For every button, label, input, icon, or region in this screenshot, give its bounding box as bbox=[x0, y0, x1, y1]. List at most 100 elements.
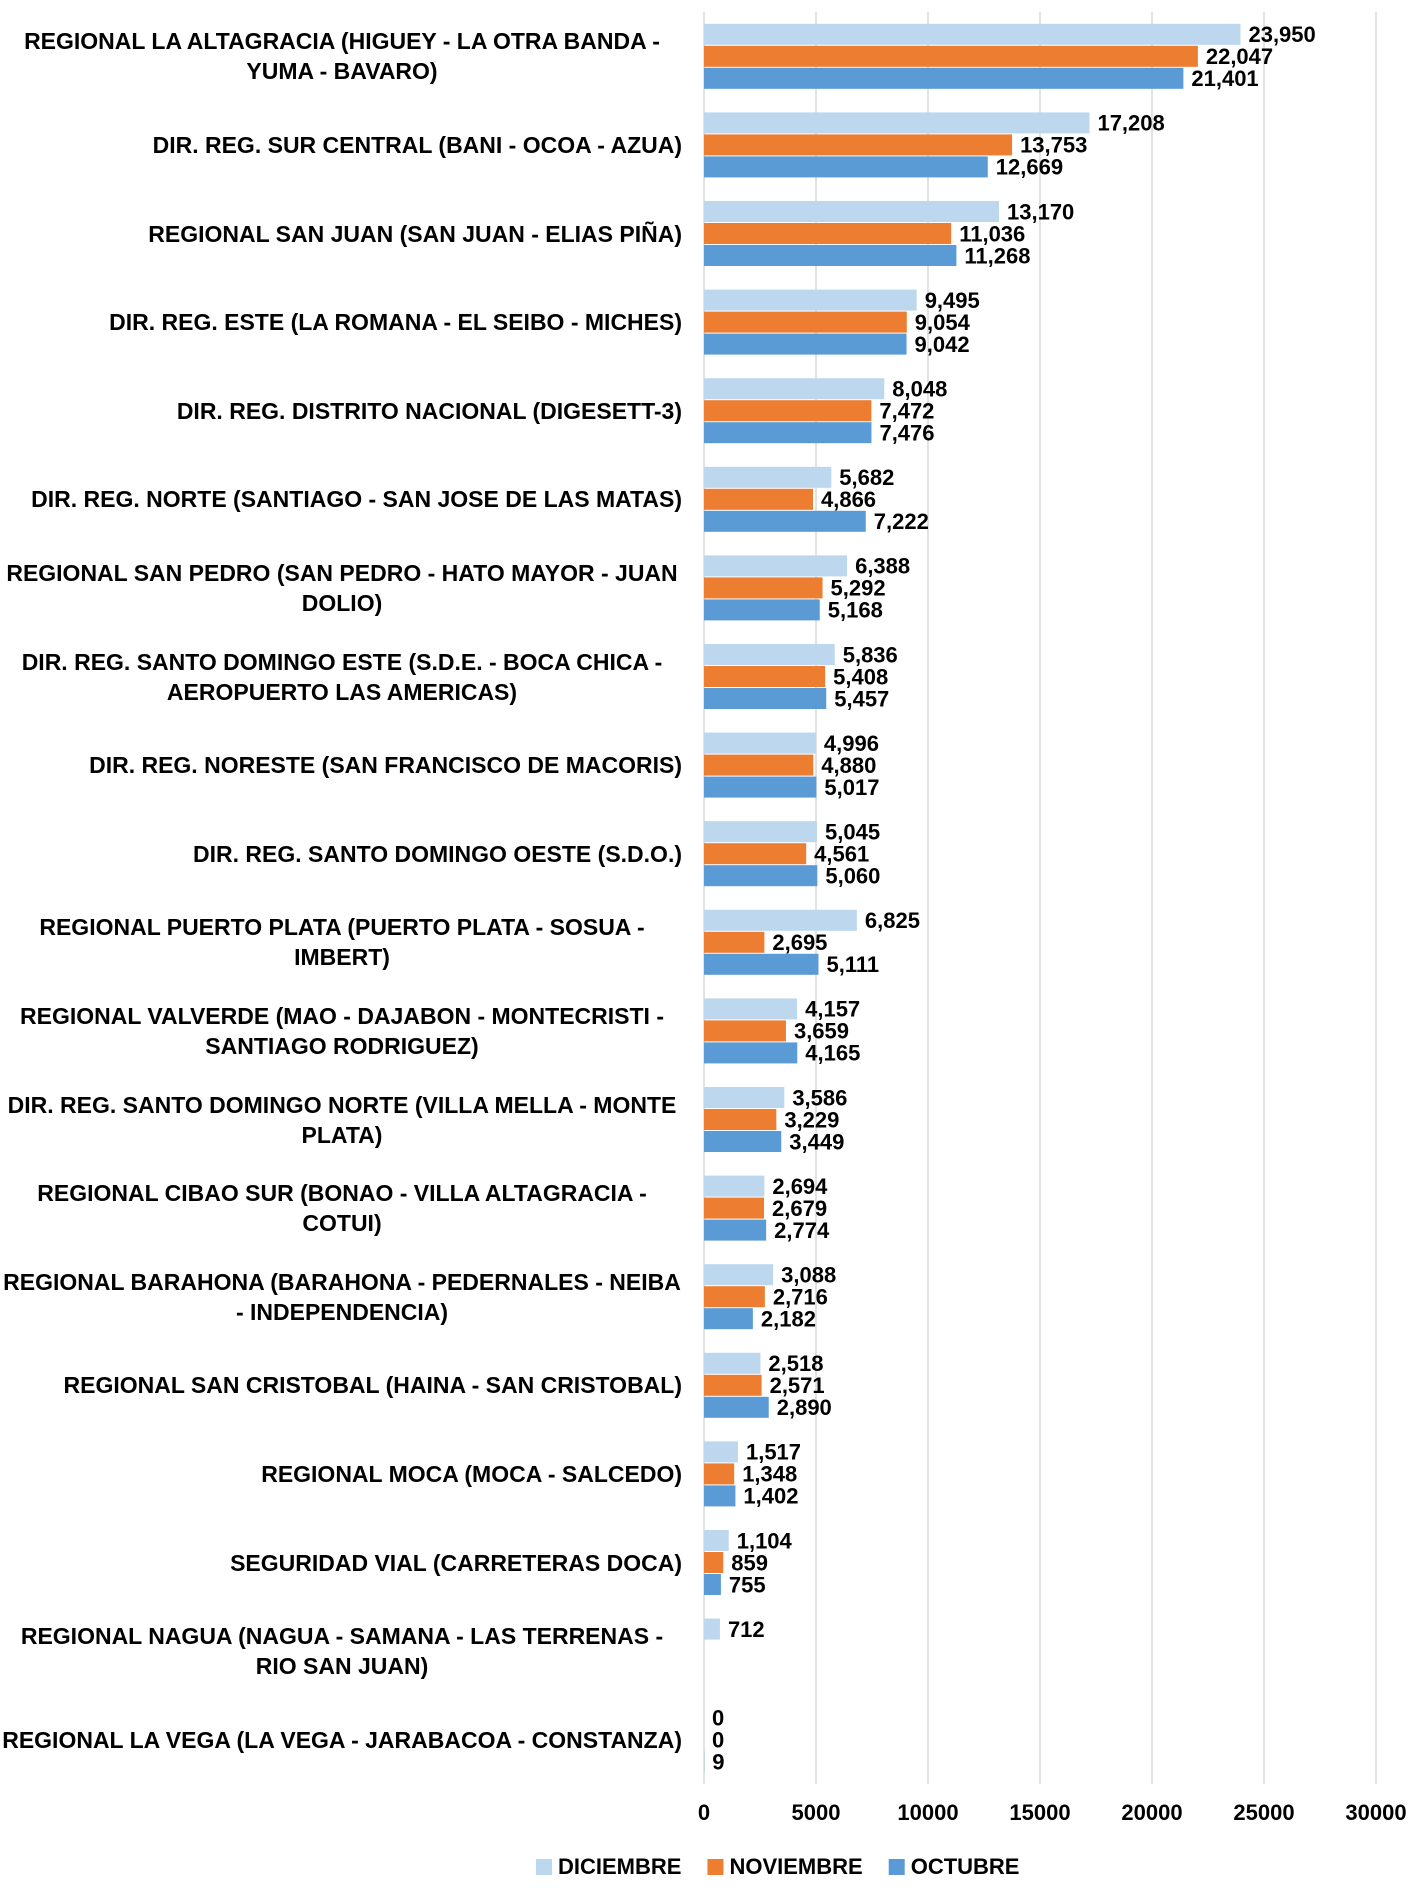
category-label: DIR. REG. SUR CENTRAL (BANI - OCOA - AZU… bbox=[0, 130, 682, 160]
x-tick-label: 10000 bbox=[897, 1800, 958, 1825]
value-label: 5,836 bbox=[843, 642, 898, 667]
bar bbox=[704, 776, 817, 798]
bar bbox=[704, 732, 816, 754]
bar bbox=[704, 865, 818, 887]
value-label: 859 bbox=[731, 1550, 768, 1575]
category-text: DIR. REG. NORTE (SANTIAGO - SAN JOSE DE … bbox=[31, 486, 682, 513]
bar bbox=[704, 45, 1198, 67]
bar bbox=[704, 1374, 762, 1396]
value-label: 2,890 bbox=[777, 1395, 832, 1420]
bar bbox=[704, 201, 1000, 222]
category-label: DIR. REG. SANTO DOMINGO OESTE (S.D.O.) bbox=[0, 839, 682, 869]
bar bbox=[704, 311, 907, 333]
category-text: REGIONAL LA VEGA (LA VEGA - JARABACOA - … bbox=[2, 1726, 682, 1753]
bar bbox=[704, 223, 952, 244]
bar bbox=[704, 843, 807, 865]
value-label: 3,659 bbox=[794, 1019, 849, 1044]
bar bbox=[704, 488, 813, 510]
value-label: 2,182 bbox=[761, 1307, 816, 1332]
bar bbox=[704, 1042, 798, 1064]
value-label: 21,401 bbox=[1191, 66, 1258, 91]
bar bbox=[704, 953, 819, 975]
value-label: 2,518 bbox=[768, 1351, 823, 1376]
value-label: 755 bbox=[729, 1572, 766, 1597]
bar bbox=[704, 1020, 786, 1042]
bar bbox=[704, 378, 885, 400]
bar bbox=[704, 1352, 761, 1374]
bar bbox=[704, 1087, 785, 1108]
bar bbox=[704, 1197, 765, 1219]
value-label: 8,048 bbox=[892, 377, 947, 402]
bar bbox=[704, 466, 832, 488]
value-label: 5,457 bbox=[834, 686, 889, 711]
bar bbox=[704, 134, 1013, 156]
category-label: REGIONAL VALVERDE (MAO - DAJABON - MONTE… bbox=[0, 1001, 682, 1061]
x-tick-label: 20000 bbox=[1121, 1800, 1182, 1825]
bar bbox=[704, 1109, 777, 1130]
value-label: 7,222 bbox=[874, 509, 929, 534]
value-label: 4,157 bbox=[805, 997, 860, 1022]
bar bbox=[704, 1131, 782, 1152]
bar bbox=[704, 1264, 774, 1286]
value-label: 1,104 bbox=[737, 1528, 793, 1553]
category-text: DIR. REG. SUR CENTRAL (BANI - OCOA - AZU… bbox=[152, 131, 682, 158]
bar bbox=[704, 400, 872, 422]
bar bbox=[704, 1463, 735, 1485]
bar bbox=[704, 1219, 767, 1241]
category-text: DIR. REG. SANTO DOMINGO ESTE (S.D.E. - B… bbox=[21, 648, 663, 705]
bar bbox=[704, 931, 765, 953]
legend-swatch bbox=[888, 1859, 905, 1875]
value-label: 17,208 bbox=[1097, 111, 1164, 136]
category-label: REGIONAL CIBAO SUR (BONAO - VILLA ALTAGR… bbox=[0, 1178, 682, 1238]
value-label: 6,825 bbox=[865, 908, 920, 933]
bar bbox=[704, 555, 848, 577]
value-label: 4,561 bbox=[814, 842, 869, 867]
bar bbox=[704, 112, 1090, 134]
value-label: 22,047 bbox=[1206, 44, 1273, 69]
category-text: REGIONAL SAN CRISTOBAL (HAINA - SAN CRIS… bbox=[63, 1372, 682, 1399]
value-label: 2,679 bbox=[772, 1196, 827, 1221]
value-label: 5,111 bbox=[826, 952, 879, 977]
category-label: REGIONAL LA VEGA (LA VEGA - JARABACOA - … bbox=[0, 1725, 682, 1755]
value-label: 4,996 bbox=[824, 731, 879, 756]
category-label: DIR. REG. SANTO DOMINGO NORTE (VILLA MEL… bbox=[0, 1090, 682, 1150]
bar bbox=[704, 289, 917, 311]
value-label: 0 bbox=[712, 1706, 724, 1731]
value-label: 1,517 bbox=[746, 1440, 801, 1465]
value-label: 12,669 bbox=[996, 155, 1063, 180]
x-tick-label: 0 bbox=[698, 1800, 710, 1825]
bar bbox=[704, 1574, 721, 1595]
category-text: DIR. REG. SANTO DOMINGO NORTE (VILLA MEL… bbox=[7, 1091, 677, 1148]
value-label: 5,168 bbox=[828, 598, 883, 623]
value-label: 2,695 bbox=[772, 930, 827, 955]
bar bbox=[704, 1441, 738, 1463]
category-label: REGIONAL SAN PEDRO (SAN PEDRO - HATO MAY… bbox=[0, 558, 682, 618]
value-label: 5,682 bbox=[839, 465, 894, 490]
category-label: REGIONAL SAN JUAN (SAN JUAN - ELIAS PIÑA… bbox=[0, 219, 682, 249]
value-label: 3,586 bbox=[792, 1085, 847, 1110]
legend-swatch bbox=[536, 1859, 552, 1875]
bar bbox=[704, 1175, 765, 1197]
value-label: 4,880 bbox=[821, 753, 876, 778]
bar bbox=[704, 688, 827, 709]
category-label: REGIONAL MOCA (MOCA - SALCEDO) bbox=[0, 1459, 682, 1489]
bar bbox=[704, 599, 820, 621]
bar bbox=[704, 333, 907, 355]
value-label: 9,042 bbox=[915, 332, 970, 357]
value-label: 2,774 bbox=[774, 1218, 830, 1243]
bar bbox=[704, 644, 835, 665]
value-label: 13,753 bbox=[1020, 133, 1087, 158]
value-label: 0 bbox=[712, 1728, 724, 1753]
value-label: 23,950 bbox=[1248, 22, 1315, 47]
bar bbox=[704, 1552, 724, 1573]
bar bbox=[704, 1485, 736, 1507]
value-label: 2,716 bbox=[773, 1285, 828, 1310]
bar bbox=[704, 1530, 729, 1551]
value-label: 7,476 bbox=[879, 421, 934, 446]
value-label: 5,060 bbox=[825, 864, 880, 889]
category-text: REGIONAL SAN PEDRO (SAN PEDRO - HATO MAY… bbox=[6, 559, 678, 616]
category-label: DIR. REG. NORESTE (SAN FRANCISCO DE MACO… bbox=[0, 750, 682, 780]
value-label: 6,388 bbox=[855, 554, 910, 579]
value-label: 7,472 bbox=[879, 399, 934, 424]
